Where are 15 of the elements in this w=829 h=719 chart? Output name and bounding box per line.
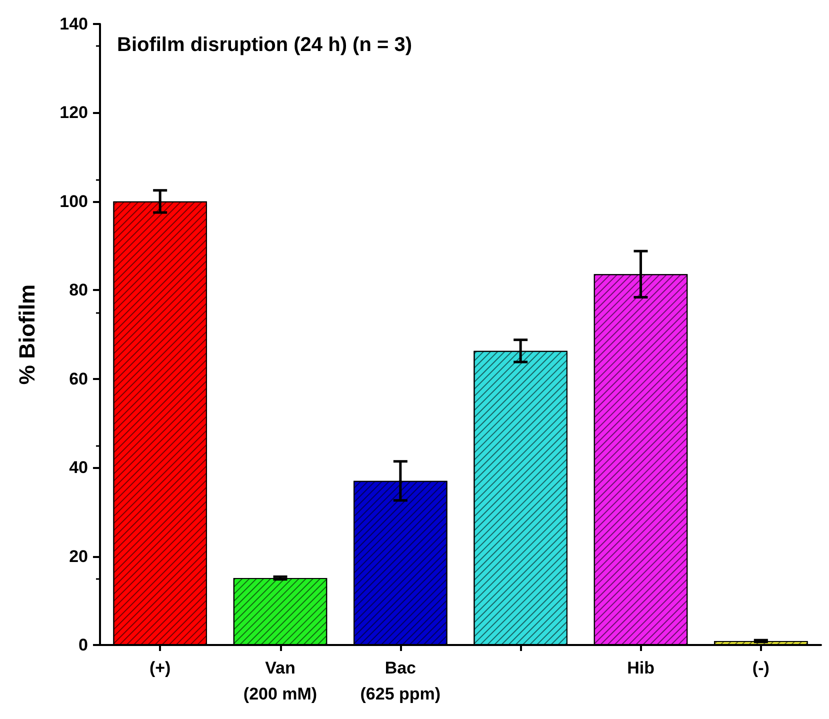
x-tick-label: Hib xyxy=(627,658,654,678)
y-tick-label: 100 xyxy=(60,192,88,211)
y-tick-label: 140 xyxy=(60,14,88,34)
x-tick-label: (+) xyxy=(149,658,171,678)
x-tick-label: Bac (625 ppm) xyxy=(360,658,441,704)
y-tick-label: 120 xyxy=(60,103,88,122)
y-tick-label: 80 xyxy=(69,280,88,300)
y-tick-label: 60 xyxy=(69,369,88,388)
x-tick-label: Van (200 mM) xyxy=(243,658,318,704)
y-axis-title: % Biofilm xyxy=(14,284,40,385)
y-tick-label: 40 xyxy=(69,458,88,478)
y-tick-label: 20 xyxy=(69,546,88,566)
x-tick-label: (-) xyxy=(752,658,770,678)
y-tick-label: 0 xyxy=(78,636,88,654)
text: Biofilm disruption (24 h) (n = 3) xyxy=(117,34,412,56)
